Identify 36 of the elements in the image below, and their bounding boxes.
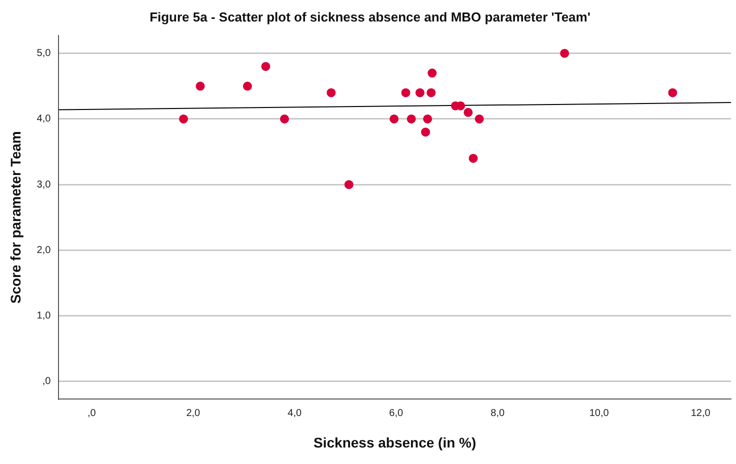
point (196, 82, 205, 91)
x-axis-title: Sickness absence (in %) (314, 434, 476, 450)
x-tick-label: 2,0 (186, 408, 201, 419)
y-tick-label: ,0 (42, 376, 52, 388)
point (668, 88, 678, 98)
point (426, 88, 436, 98)
x-tick-label: 6,0 (389, 408, 404, 419)
point (423, 114, 432, 124)
y-axis-title: Score for parameter Team (7, 131, 24, 304)
point (415, 88, 424, 98)
point (326, 88, 336, 98)
point (560, 48, 570, 58)
point (261, 62, 270, 71)
point (280, 114, 289, 124)
y-tick-label: 3,0 (36, 179, 52, 190)
y-tick-label: 5,0 (36, 48, 52, 60)
x-tick-label: 10,0 (589, 408, 610, 419)
point (401, 88, 410, 98)
point (390, 114, 399, 124)
x-tick-label: 4,0 (288, 408, 302, 419)
point (242, 82, 252, 91)
point (406, 114, 416, 124)
x-tick-label: 8,0 (490, 408, 505, 419)
point (474, 114, 484, 124)
x-tick-label: 12,0 (690, 408, 711, 419)
y-tick-label: 1,0 (36, 310, 52, 322)
y-tick-label: 2,0 (36, 244, 52, 256)
x-tick-label: ,0 (88, 408, 96, 419)
point (344, 180, 354, 190)
point (464, 108, 473, 117)
y-tick-label: 4,0 (36, 114, 52, 125)
chart-title: Figure 5a - Scatter plot of sickness absence and MBO parameter 'Team' (150, 9, 590, 24)
point (421, 128, 430, 137)
point (468, 154, 478, 163)
point (428, 68, 437, 78)
point (179, 114, 188, 124)
